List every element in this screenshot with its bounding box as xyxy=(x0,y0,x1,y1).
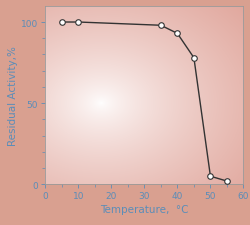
Y-axis label: Residual Activity,%: Residual Activity,% xyxy=(8,46,18,145)
X-axis label: Temperature,  °C: Temperature, °C xyxy=(100,205,188,214)
